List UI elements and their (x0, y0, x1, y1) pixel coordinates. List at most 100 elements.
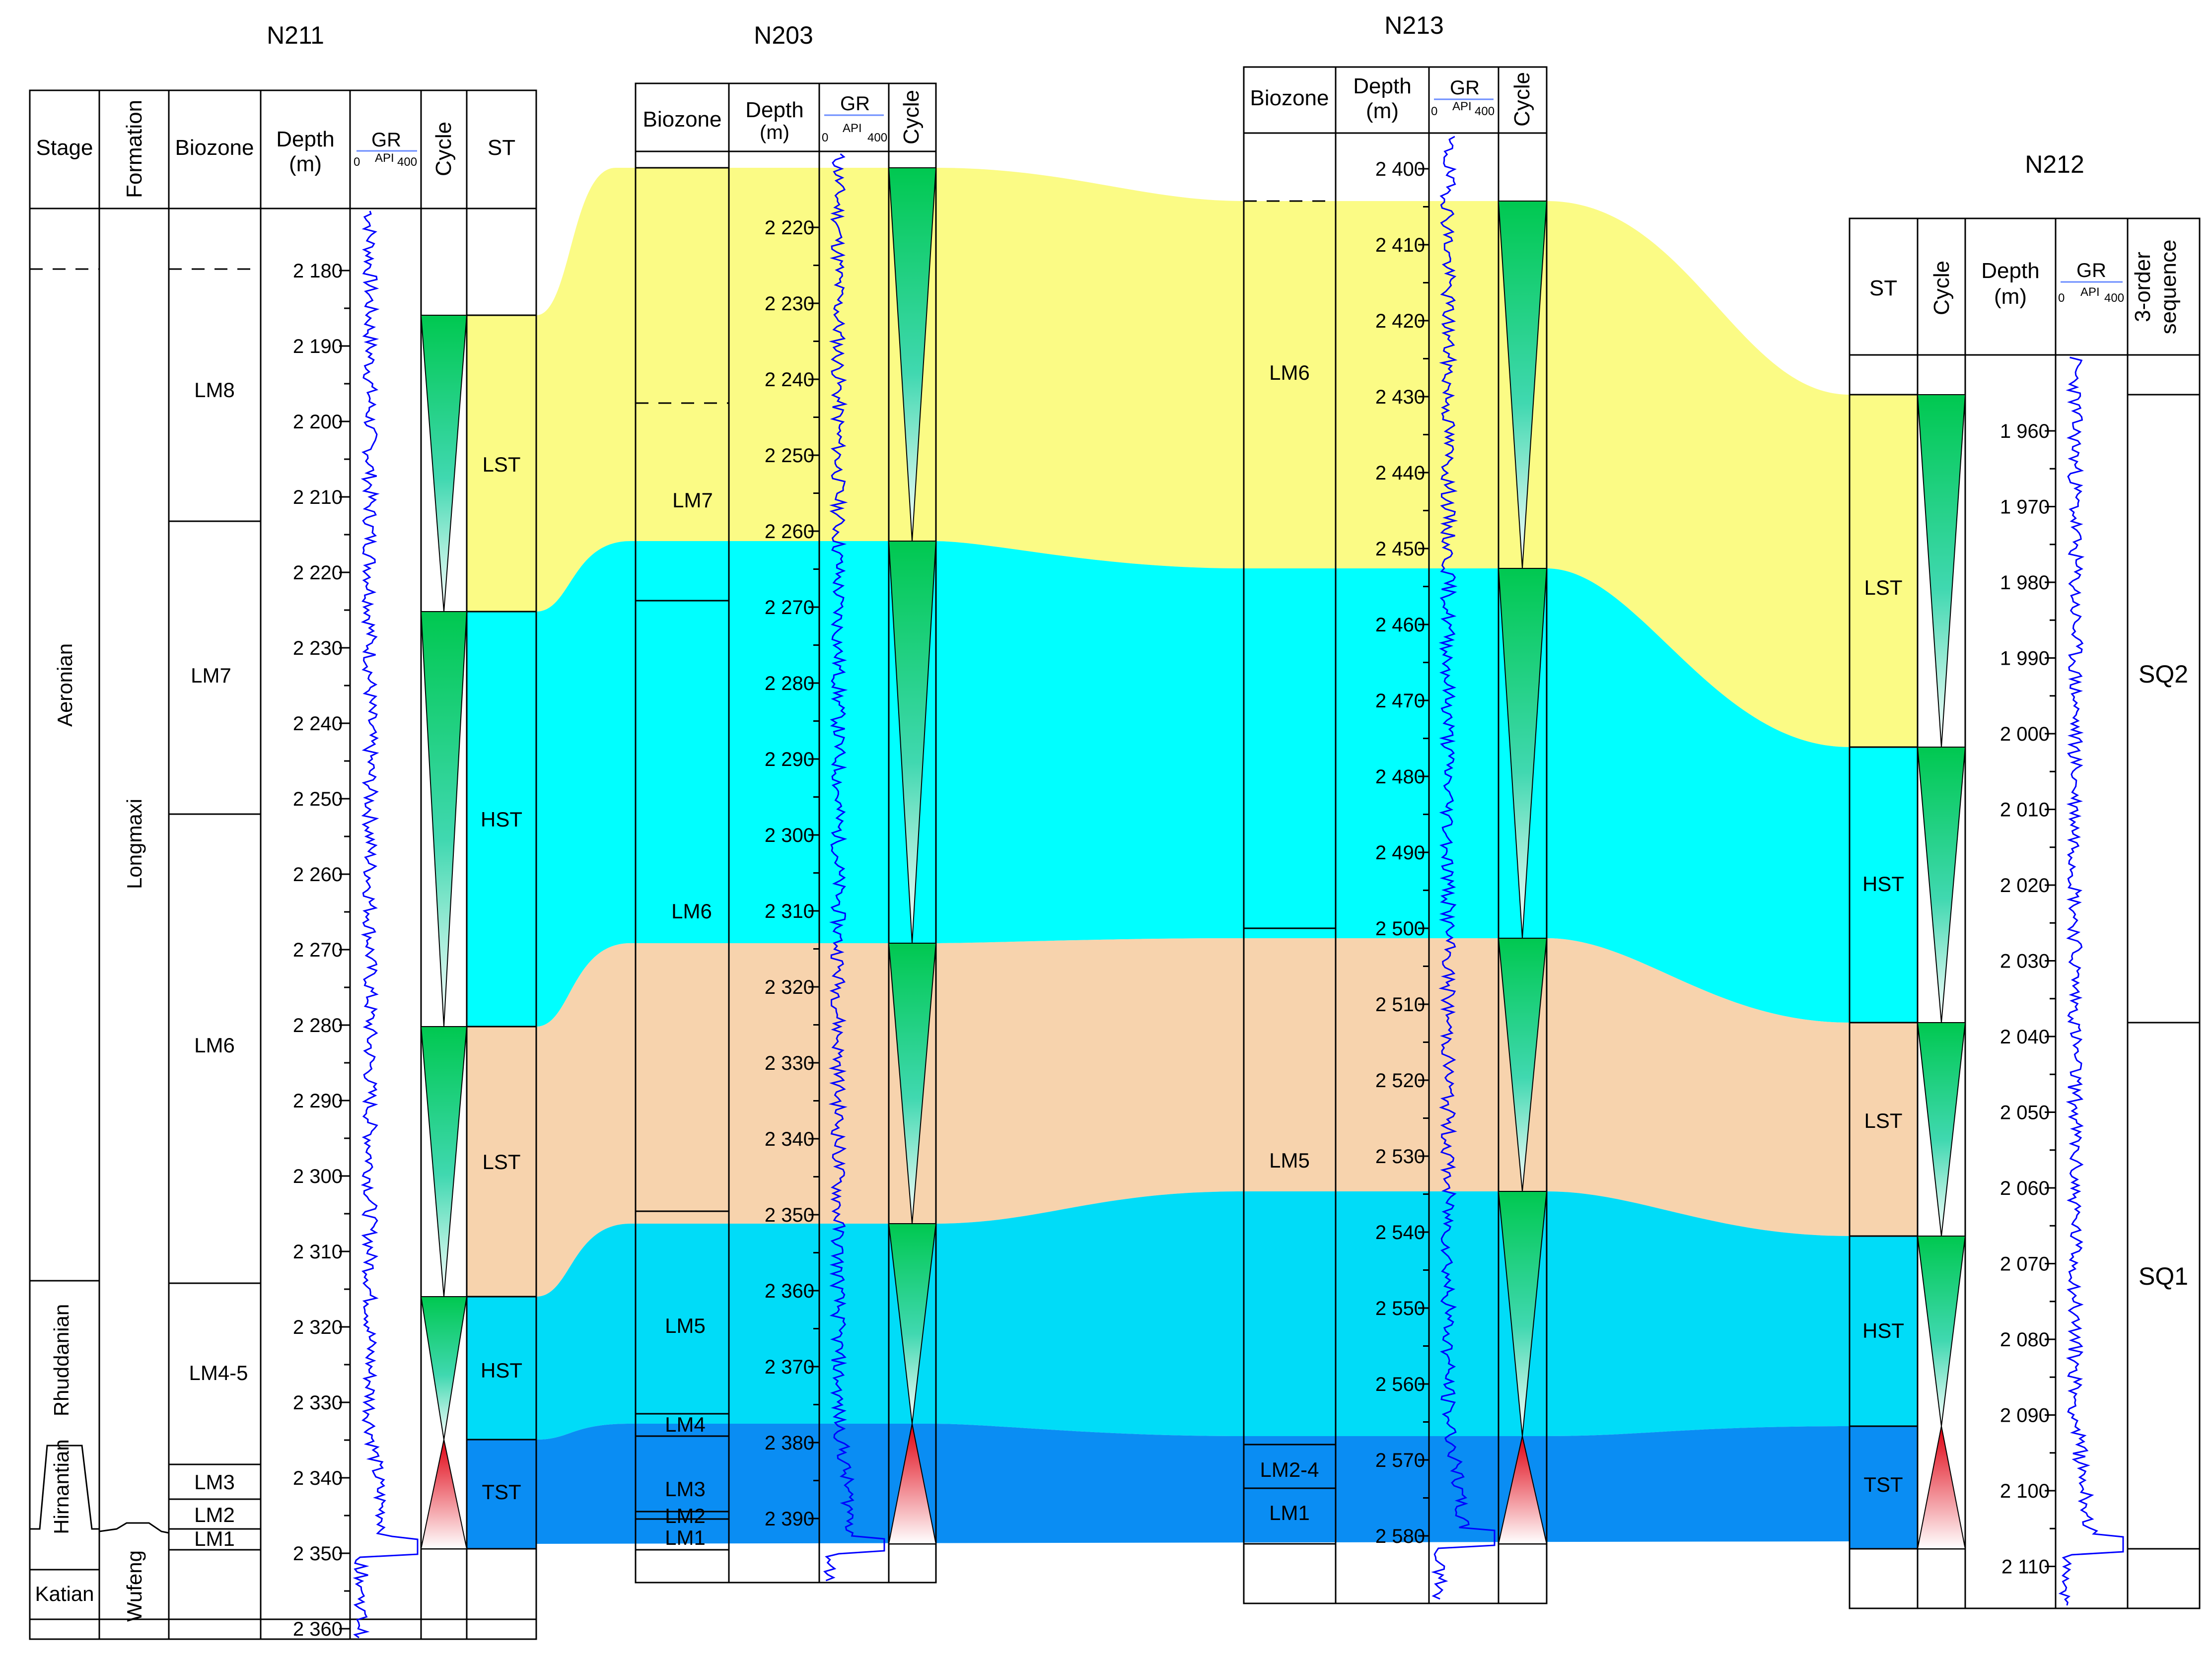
gr-unit-n203: API (843, 122, 862, 135)
depth-tick-label: 2 020 (2000, 875, 2050, 897)
depth-tick-label: 2 310 (765, 900, 814, 922)
depth-tick-label: 2 230 (765, 293, 814, 315)
depth-tick-label: 2 030 (2000, 951, 2050, 972)
depth-tick-label: 2 240 (293, 713, 343, 735)
gr-min-n213: 0 (1431, 105, 1437, 118)
depth-tick-label: 2 300 (765, 825, 814, 846)
header-stage: Stage (36, 136, 93, 160)
depth-tick-label: 2 050 (2000, 1102, 2050, 1124)
st-hst-lower-n211: HST (481, 1359, 522, 1382)
depth-tick-label: 2 090 (2000, 1405, 2050, 1427)
depth-ticks-n211: 2 180 2 190 2 200 2 210 2 220 2 230 2 240 2 250… (293, 260, 350, 1640)
depth-tick-label: 2 540 (1375, 1222, 1425, 1244)
well-name-n211: N211 (267, 21, 324, 49)
depth-tick-label: 2 220 (765, 217, 814, 239)
header-depth-n203: Depth (745, 98, 803, 122)
depth-tick-label: 2 070 (2000, 1253, 2050, 1275)
header-3-order: 3-order (2131, 252, 2155, 322)
depth-tick-label: 2 480 (1375, 766, 1425, 788)
depth-tick-label: 2 340 (765, 1128, 814, 1150)
depth-tick-label: 2 040 (2000, 1026, 2050, 1048)
depth-tick-label: 1 960 (2000, 420, 2050, 442)
st-tst-n211: TST (482, 1480, 521, 1504)
depth-tick-label: 2 100 (2000, 1480, 2050, 1502)
depth-tick-label: 2 310 (293, 1241, 343, 1263)
header-gr-n212: GR (2076, 260, 2106, 281)
depth-tick-label: 2 340 (293, 1467, 343, 1489)
depth-tick-label: 2 580 (1375, 1525, 1425, 1547)
depth-tick-label: 2 280 (765, 673, 814, 694)
depth-tick-label: 2 430 (1375, 386, 1425, 408)
header-gr-n213: GR (1450, 77, 1480, 99)
stage-aeronian: Aeronian (53, 643, 76, 727)
depth-tick-label: 2 320 (765, 976, 814, 998)
depth-tick-label: 1 970 (2000, 496, 2050, 518)
biozone-lm3-n203: LM3 (665, 1477, 706, 1501)
depth-tick-label: 2 460 (1375, 614, 1425, 636)
well-column-n212 (1849, 217, 2201, 1609)
st-lst-upper-n212: LST (1864, 576, 1902, 599)
depth-tick-label: 2 250 (765, 445, 814, 467)
stage-rhuddanian: Rhuddanian (50, 1304, 73, 1417)
sequence-sq2: SQ2 (2139, 660, 2188, 688)
depth-tick-label: 2 410 (1375, 234, 1425, 256)
gr-curve-n213 (1431, 136, 1496, 1600)
header-biozone: Biozone (175, 136, 254, 160)
header-gr: GR (371, 129, 401, 151)
st-tst-n212: TST (1863, 1473, 1903, 1496)
gr-unit: API (375, 151, 394, 165)
biozone-lm8: LM8 (194, 378, 235, 402)
biozone-lm6-n203: LM6 (671, 899, 712, 923)
gr-unit-n212: API (2080, 285, 2100, 299)
biozone-lm7-n203: LM7 (672, 488, 713, 512)
well-name-n213: N213 (1384, 11, 1444, 39)
band-tst (536, 1424, 1850, 1544)
depth-tick-label: 1 990 (2000, 648, 2050, 670)
depth-tick-label: 2 080 (2000, 1329, 2050, 1351)
depth-ticks-n212: 1 960 1 970 1 980 1 990 2 000 2 010 2 020 2 030… (2000, 420, 2056, 1578)
depth-tick-label: 2 270 (293, 939, 343, 961)
st-lst-lower-n211: LST (482, 1150, 520, 1174)
biozone-lm1-n203: LM1 (665, 1526, 706, 1549)
header-depth-n212: Depth (1981, 259, 2039, 283)
header-st: ST (488, 136, 515, 160)
depth-tick-label: 2 360 (293, 1618, 343, 1640)
gr-curve-n212 (2058, 356, 2124, 1606)
header-cycle-n213: Cycle (1510, 72, 1534, 127)
depth-tick-label: 2 500 (1375, 918, 1425, 940)
depth-tick-label: 2 000 (2000, 723, 2050, 745)
depth-tick-label: 2 380 (765, 1432, 814, 1454)
depth-tick-label: 2 440 (1375, 462, 1425, 484)
st-hst-upper-n211: HST (481, 808, 522, 831)
depth-tick-label: 2 280 (293, 1015, 343, 1037)
gr-max-n213: 400 (1475, 105, 1495, 118)
header-cycle: Cycle (431, 122, 456, 176)
depth-tick-label: 2 420 (1375, 310, 1425, 332)
header-st-n212: ST (1869, 276, 1897, 300)
gr-min-n212: 0 (2058, 291, 2065, 305)
band-hst-lower (536, 1191, 1850, 1440)
well-column-n211 (29, 89, 537, 1640)
formation-longmaxi: Longmaxi (123, 799, 146, 889)
biozone-lm2-n203: LM2 (665, 1504, 706, 1527)
depth-tick-label: 2 180 (293, 260, 343, 282)
depth-ticks-n203: 2 220 2 230 2 240 2 250 2 260 2 270 2 280 2 290… (765, 217, 819, 1530)
st-hst-upper-n212: HST (1862, 872, 1904, 896)
depth-tick-label: 2 560 (1375, 1374, 1425, 1395)
correlation-bands (536, 168, 1850, 1544)
header-depth-unit-n213: (m) (1366, 99, 1399, 123)
depth-tick-label: 2 010 (2000, 799, 2050, 821)
depth-tick-label: 2 360 (765, 1280, 814, 1302)
depth-tick-label: 2 240 (765, 369, 814, 391)
header-biozone-n213: Biozone (1250, 86, 1329, 110)
depth-ticks-n213: 2 400 2 410 2 420 2 430 2 440 2 450 2 460 2 470… (1375, 158, 1429, 1547)
biozone-lm2: LM2 (194, 1503, 235, 1526)
well-column-n213 (1243, 66, 1548, 1604)
gr-min-n203: 0 (822, 131, 828, 144)
header-depth-n213: Depth (1353, 74, 1411, 98)
depth-tick-label: 2 260 (293, 864, 343, 886)
gr-curve-n211 (353, 210, 419, 1639)
depth-tick-label: 2 570 (1375, 1450, 1425, 1471)
st-hst-lower-n212: HST (1862, 1319, 1904, 1342)
